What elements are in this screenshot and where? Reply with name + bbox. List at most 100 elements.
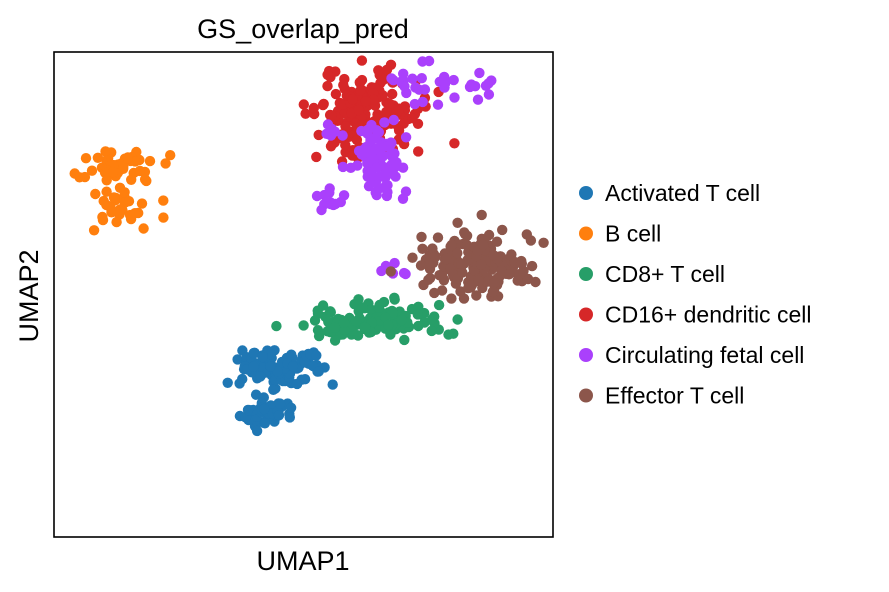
scatter-point (456, 259, 467, 270)
scatter-point (413, 320, 424, 332)
scatter-point (443, 329, 454, 340)
points-layer (69, 55, 549, 437)
scatter-point (242, 404, 254, 416)
scatter-point (354, 77, 365, 88)
scatter-point (412, 309, 423, 320)
scatter-point (399, 81, 410, 92)
scatter-point (330, 88, 342, 100)
legend-label: CD16+ dendritic cell (605, 302, 811, 328)
scatter-point (459, 227, 470, 238)
scatter-point (325, 141, 337, 152)
scatter-point (108, 192, 120, 203)
scatter-point (98, 195, 109, 207)
scatter-point (248, 347, 259, 359)
scatter-point (488, 250, 499, 261)
legend: Activated T cell B cell CD8+ T cell CD16+ d… (579, 180, 811, 409)
scatter-point (90, 188, 101, 200)
scatter-point (379, 169, 391, 180)
scatter-point (74, 172, 85, 183)
scatter-point (329, 126, 340, 137)
scatter-point (382, 186, 393, 198)
scatter-point (139, 174, 151, 185)
scatter-point (503, 269, 515, 280)
scatter-point (259, 418, 271, 429)
scatter-point (259, 403, 270, 415)
scatter-point (97, 211, 108, 223)
scatter-point (386, 73, 397, 84)
scatter-point (327, 379, 338, 390)
scatter-point (265, 349, 276, 360)
scatter-point (100, 146, 111, 157)
scatter-point (415, 260, 427, 271)
scatter-point (134, 165, 146, 177)
legend-label: B cell (605, 221, 661, 247)
legend-marker (579, 267, 593, 281)
scatter-point (313, 366, 324, 377)
scatter-point (359, 322, 371, 333)
scatter-point (248, 361, 259, 372)
scatter-point (386, 151, 398, 162)
scatter-point (427, 243, 438, 254)
scatter-point (384, 98, 395, 110)
scatter-point (387, 307, 399, 318)
scatter-point (373, 302, 384, 313)
scatter-point (360, 96, 371, 107)
scatter-point (474, 67, 485, 79)
scatter-point (475, 259, 487, 270)
chart-title: GS_overlap_pred (197, 14, 409, 44)
scatter-point (464, 81, 476, 93)
scatter-point (407, 252, 418, 263)
scatter-point (530, 276, 541, 288)
scatter-point (377, 151, 388, 162)
scatter-point (387, 88, 398, 100)
scatter-point (392, 105, 404, 117)
scatter-point (345, 162, 356, 173)
scatter-point (298, 320, 309, 331)
scatter-point (356, 55, 368, 66)
scatter-point (311, 151, 322, 163)
series-4 (311, 55, 497, 280)
series-1 (69, 146, 176, 236)
scatter-point (300, 108, 311, 119)
scatter-point (417, 56, 428, 67)
scatter-point (416, 73, 427, 84)
scatter-point (389, 257, 400, 269)
scatter-point (471, 290, 482, 301)
scatter-point (432, 232, 444, 243)
scatter-point (473, 275, 484, 287)
scatter-point (452, 217, 463, 228)
scatter-point (265, 361, 276, 372)
scatter-point (379, 117, 390, 128)
scatter-point (423, 274, 434, 285)
scatter-point (426, 325, 437, 337)
scatter-point (268, 384, 279, 395)
legend-label: CD8+ T cell (605, 261, 725, 287)
scatter-point (417, 96, 428, 108)
scatter-point (340, 121, 351, 132)
scatter-point (129, 208, 141, 219)
scatter-point (313, 330, 325, 342)
y-axis-label: UMAP2 (14, 249, 44, 342)
legend-marker (579, 226, 593, 241)
scatter-point (414, 84, 425, 95)
scatter-point (325, 198, 336, 210)
scatter-point (337, 161, 349, 173)
scatter-point (491, 236, 503, 247)
scatter-point (433, 299, 445, 311)
scatter-point (416, 231, 427, 243)
scatter-point (393, 125, 405, 136)
scatter-point (417, 243, 428, 254)
scatter-point (452, 247, 463, 259)
scatter-point (317, 99, 329, 111)
scatter-point (430, 251, 441, 262)
scatter-point (373, 183, 385, 194)
scatter-point (329, 322, 341, 333)
series-5 (385, 209, 549, 304)
scatter-point (287, 361, 299, 372)
scatter-point (322, 69, 333, 81)
legend-marker (579, 388, 593, 403)
scatter-point (438, 275, 450, 286)
scatter-point (286, 349, 297, 360)
scatter-point (521, 229, 532, 240)
scatter-point (338, 317, 350, 328)
